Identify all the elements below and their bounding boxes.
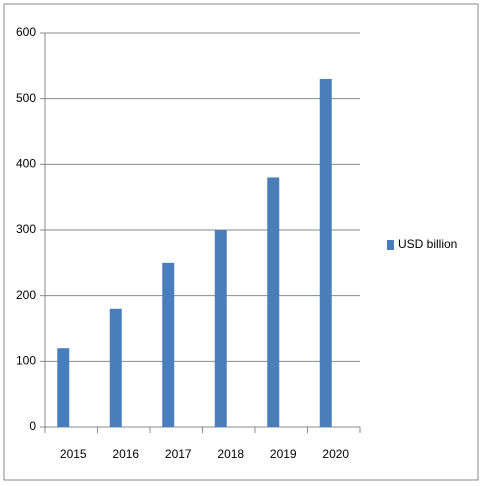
y-tick-label: 300 [16,222,36,236]
x-tick-label: 2020 [322,447,349,461]
bar [109,308,122,427]
chart-border [3,3,479,481]
bar [319,78,332,427]
x-tick-label: 2017 [165,447,192,461]
y-tick-label: 400 [16,157,36,171]
legend-swatch [387,240,394,250]
bar [162,262,175,427]
y-tick-label: 0 [29,419,36,433]
bar [57,348,70,427]
x-tick-label: 2018 [217,447,244,461]
bar [214,230,227,427]
legend-label: USD billion [398,237,457,251]
bar [267,177,280,427]
y-tick-label: 100 [16,354,36,368]
x-tick-label: 2016 [112,447,139,461]
x-tick-label: 2015 [60,447,87,461]
x-tick-label: 2019 [270,447,297,461]
y-tick-label: 500 [16,91,36,105]
y-tick-label: 600 [16,25,36,39]
y-tick-label: 200 [16,288,36,302]
